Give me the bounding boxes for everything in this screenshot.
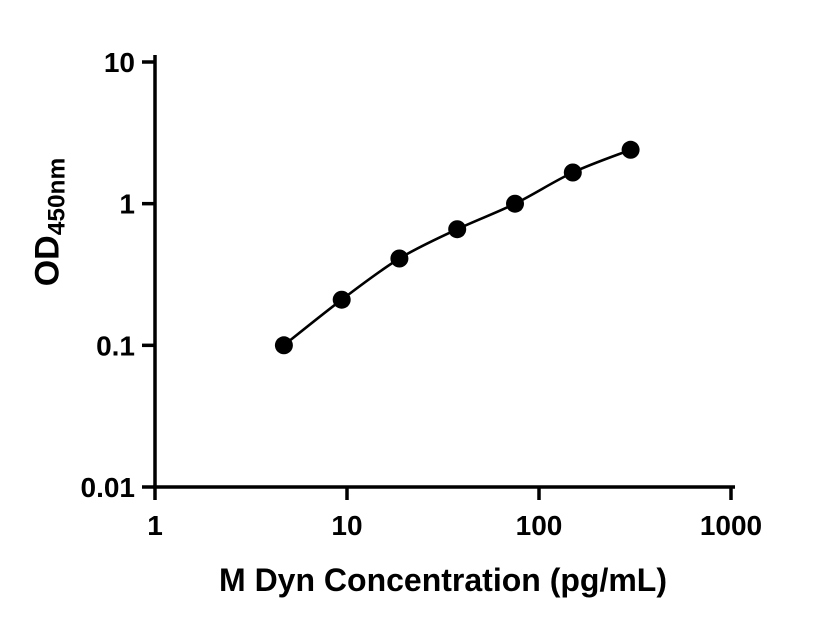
y-axis-title: OD450nm — [28, 158, 71, 287]
y-axis-title-subscript: 450nm — [43, 157, 71, 236]
data-point — [448, 220, 467, 239]
data-point — [621, 140, 640, 159]
y-axis-title-main: OD — [28, 235, 67, 287]
data-point — [390, 249, 409, 268]
x-tick-label: 1 — [147, 510, 163, 541]
data-point — [563, 163, 582, 182]
y-tick-label: 10 — [104, 47, 135, 78]
data-point — [274, 336, 293, 355]
y-tick-label: 0.01 — [81, 472, 136, 503]
x-tick-label: 1000 — [700, 510, 762, 541]
data-point — [332, 290, 351, 309]
y-tick-label: 0.1 — [96, 330, 135, 361]
y-tick-label: 1 — [119, 189, 135, 220]
x-tick-label: 10 — [331, 510, 362, 541]
x-axis-title: M Dyn Concentration (pg/mL) — [219, 562, 667, 598]
x-tick-label: 100 — [516, 510, 563, 541]
data-point — [506, 194, 524, 213]
